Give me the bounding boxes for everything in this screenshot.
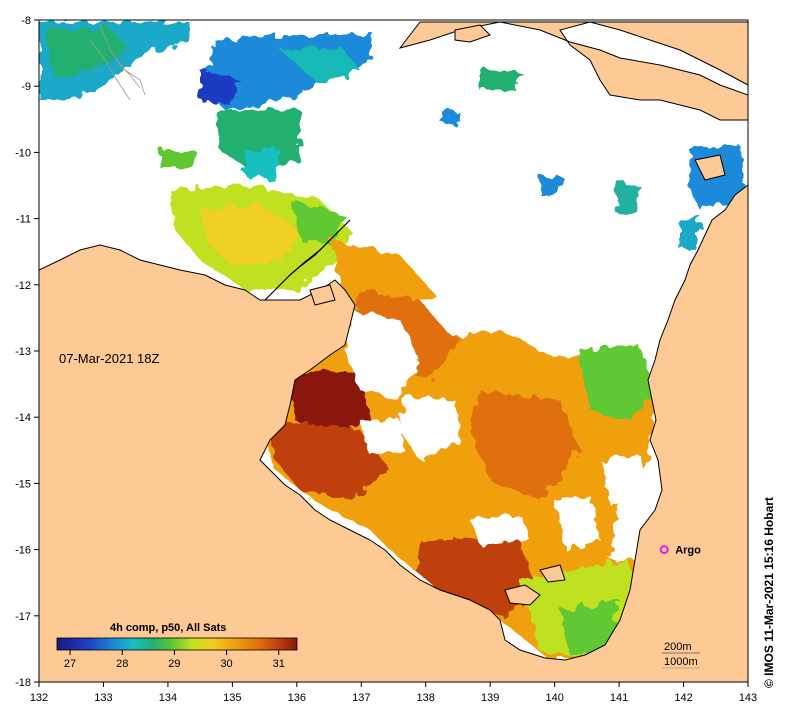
y-tick-label: -8 xyxy=(21,15,31,27)
y-tick-label: -12 xyxy=(15,280,31,292)
y-tick-label: -10 xyxy=(15,147,31,159)
y-tick-label: -13 xyxy=(15,346,31,358)
y-tick-label: -14 xyxy=(15,412,31,424)
contour-1000m-label: 1000m xyxy=(664,656,698,668)
x-tick-label: 137 xyxy=(352,692,370,704)
land-layer xyxy=(39,21,748,682)
y-tick-label: -16 xyxy=(15,545,31,557)
y-tick-label: -17 xyxy=(15,611,31,623)
date-label: 07-Mar-2021 18Z xyxy=(59,351,159,366)
y-tick-label: -15 xyxy=(15,478,31,490)
x-tick-label: 140 xyxy=(545,692,563,704)
x-tick-label: 132 xyxy=(30,692,48,704)
argo-label: Argo xyxy=(675,545,701,557)
x-tick-label: 135 xyxy=(223,692,241,704)
colorbar-title: 4h comp, p50, All Sats xyxy=(110,622,226,634)
colorbar-ticks: 27 28 29 30 31 xyxy=(64,650,285,670)
colorbar-tick-label: 28 xyxy=(116,658,128,670)
colorbar-tick-label: 29 xyxy=(168,658,180,670)
x-tick-label: 142 xyxy=(674,692,692,704)
y-axis: -8 -9 -10 -11 -12 -13 -14 -15 -16 -17 -18 xyxy=(15,15,39,689)
contour-200m-label: 200m xyxy=(664,641,692,653)
colorbar: 4h comp, p50, All Sats 27 28 29 30 31 xyxy=(56,622,298,670)
x-tick-label: 134 xyxy=(159,692,177,704)
x-tick-label: 136 xyxy=(288,692,306,704)
x-tick-label: 141 xyxy=(610,692,628,704)
y-tick-label: -18 xyxy=(15,677,31,689)
argo-icon xyxy=(659,545,669,555)
x-tick-label: 143 xyxy=(739,692,757,704)
y-tick-label: -9 xyxy=(21,81,31,93)
depth-contours xyxy=(89,24,146,101)
x-axis: 132 133 134 135 136 137 138 139 140 141 142 143 xyxy=(30,682,757,704)
argo-marker: Argo xyxy=(659,545,701,557)
colorbar-tick-label: 31 xyxy=(273,658,285,670)
x-tick-label: 133 xyxy=(94,692,112,704)
colorbar-scale xyxy=(56,637,298,651)
credit-label: © IMOS 11-Mar-2021 15:16 Hobart xyxy=(762,497,776,688)
colorbar-tick-label: 27 xyxy=(64,658,76,670)
x-tick-label: 139 xyxy=(481,692,499,704)
island-chain xyxy=(264,219,351,301)
y-tick-label: -11 xyxy=(16,214,31,226)
x-tick-label: 138 xyxy=(417,692,435,704)
cloud-gaps xyxy=(345,290,650,550)
contour-legend: 200m 1000m xyxy=(662,641,700,669)
colorbar-tick-label: 30 xyxy=(220,658,232,670)
new-guinea-land xyxy=(398,21,748,121)
cape-york-land xyxy=(39,184,748,682)
